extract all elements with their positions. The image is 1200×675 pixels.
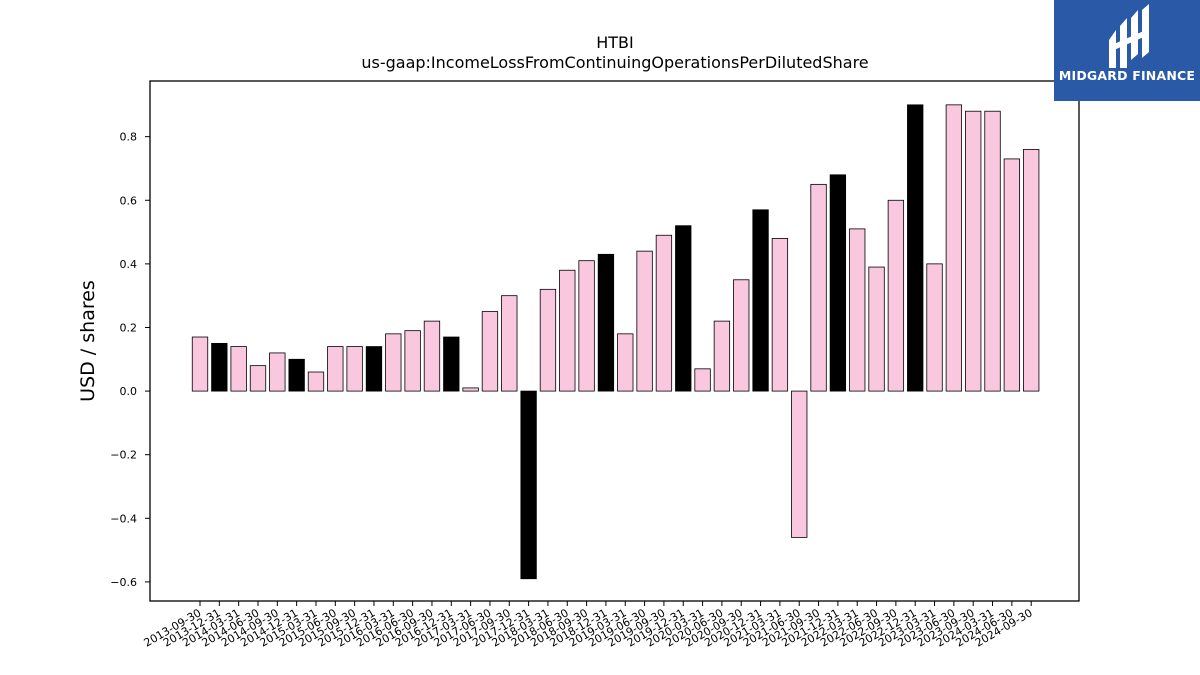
bar-2021-06-30 — [791, 390, 808, 538]
bar-2014-06-30 — [249, 365, 267, 392]
logo-mark-icon — [1109, 4, 1149, 68]
bar-2014-03-31 — [230, 346, 247, 392]
bar-2023-09-30 — [965, 110, 982, 392]
bar-2018-12-31 — [597, 253, 615, 392]
bar-2016-03-31 — [385, 333, 402, 392]
bar-2015-03-31 — [307, 371, 325, 392]
bar-2019-03-31 — [617, 333, 634, 392]
bar-2022-12-31 — [907, 104, 924, 392]
bar-2017-03-31 — [462, 387, 479, 392]
bar-2017-12-31 — [520, 390, 537, 580]
bar-2020-03-31 — [694, 368, 711, 392]
bar-2015-06-30 — [327, 346, 344, 392]
bar-2015-09-30 — [346, 346, 363, 392]
bar-2021-03-31 — [771, 238, 789, 392]
chart-subtitle: us-gaap:IncomeLossFromContinuingOperatio… — [361, 53, 868, 72]
bar-2017-06-30 — [481, 311, 499, 392]
bar-2022-06-30 — [868, 266, 885, 392]
bar-2013-09-30 — [191, 336, 209, 392]
bar-2024-03-31 — [984, 110, 1001, 392]
bar-2015-12-31 — [365, 346, 383, 392]
bar-2021-09-30 — [810, 183, 827, 392]
bar-2020-12-31 — [752, 209, 769, 392]
bar-2017-09-30 — [501, 295, 518, 392]
bar-2022-09-30 — [887, 199, 905, 392]
bar-2018-09-30 — [578, 260, 595, 392]
y-tick-label: 0.4 — [120, 258, 138, 271]
bar-2016-06-30 — [404, 330, 421, 392]
bar-2019-12-31 — [675, 225, 692, 392]
bar-2019-09-30 — [655, 234, 673, 392]
bar-2016-09-30 — [423, 320, 441, 392]
y-tick-label: −0.6 — [110, 576, 137, 589]
bar-2022-03-31 — [849, 228, 866, 392]
midgard-finance-logo: MIDGARD FINANCE — [1054, 0, 1200, 101]
y-tick-label: 0.8 — [120, 131, 138, 144]
bar-2019-06-30 — [636, 250, 653, 392]
bar-2016-12-31 — [443, 336, 460, 392]
bar-2013-12-31 — [211, 342, 228, 392]
x-ticks-group: 2013-09-302013-12-312014-03-312014-06-30… — [142, 601, 1035, 650]
bar-2018-06-30 — [559, 269, 576, 392]
bar-2014-12-31 — [288, 358, 305, 392]
bar-2018-03-31 — [539, 288, 557, 392]
logo-text: MIDGARD FINANCE — [1058, 68, 1196, 83]
bar-2024-09-30 — [1023, 148, 1040, 392]
bar-2023-06-30 — [945, 104, 963, 392]
chart-title: HTBI — [596, 33, 634, 52]
bar-2020-09-30 — [733, 279, 750, 392]
bars-group — [191, 104, 1040, 580]
bar-2024-06-30 — [1003, 158, 1021, 392]
y-ticks-group: −0.6 −0.4 −0.2 0.0 0.2 0.4 0.6 0.8 — [110, 131, 150, 589]
plot-frame — [149, 80, 1080, 602]
bar-2021-12-31 — [829, 174, 847, 392]
y-axis-label: USD / shares — [77, 280, 99, 402]
bar-2014-09-30 — [269, 352, 286, 392]
bar-2023-03-31 — [926, 263, 943, 392]
y-tick-label: 0.0 — [120, 385, 138, 398]
y-tick-label: 0.2 — [120, 321, 138, 334]
y-tick-label: −0.4 — [110, 512, 137, 525]
y-tick-label: 0.6 — [120, 194, 138, 207]
bar-2020-06-30 — [713, 320, 731, 392]
y-tick-label: −0.2 — [110, 449, 137, 462]
